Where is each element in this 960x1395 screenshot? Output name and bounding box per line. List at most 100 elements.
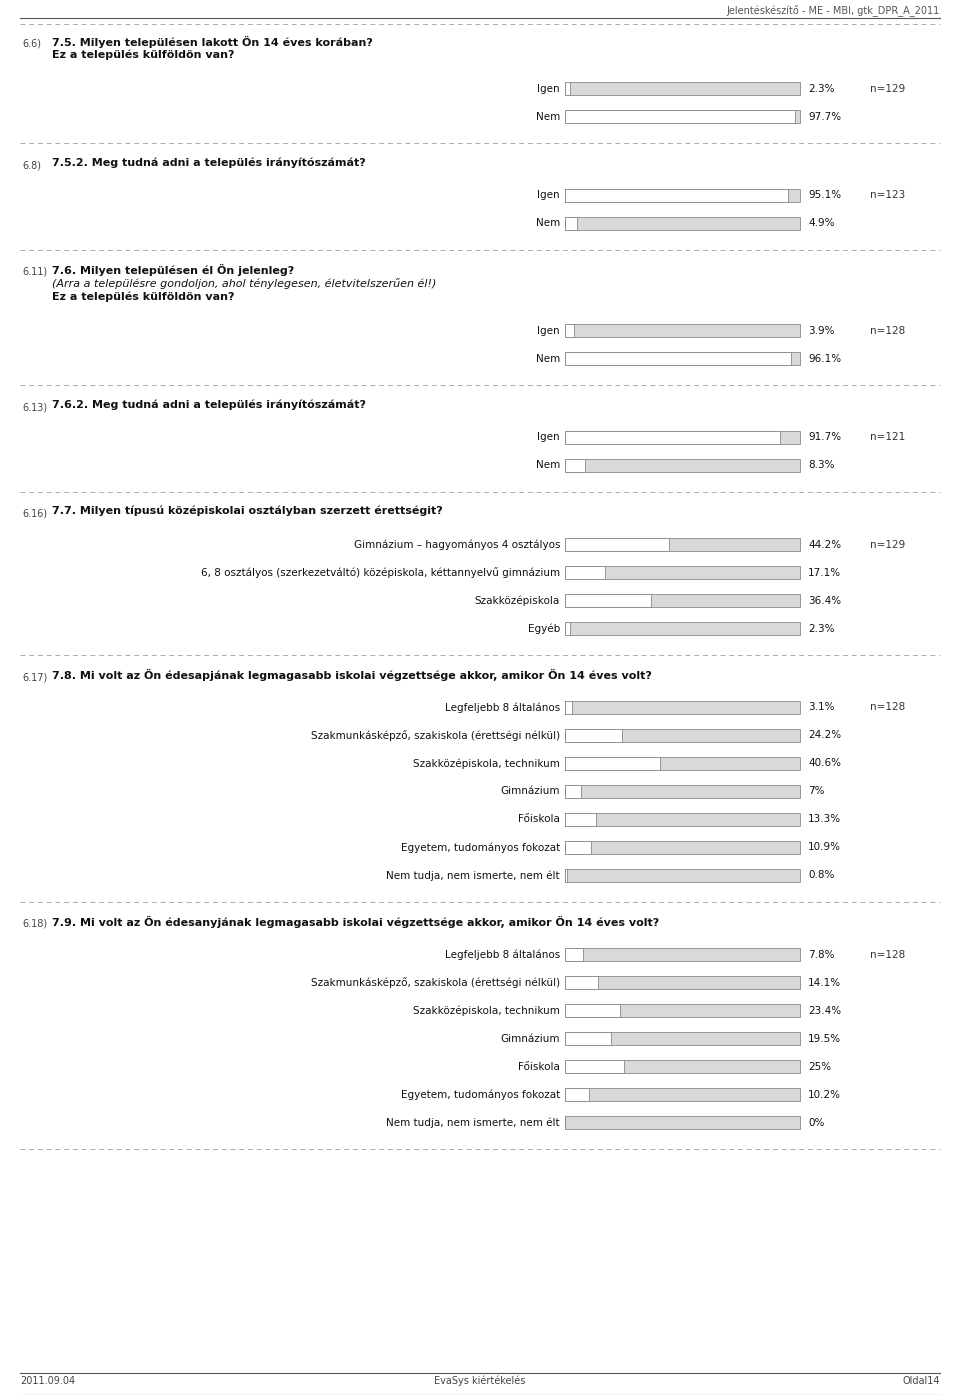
Text: 44.2%: 44.2% <box>808 540 841 550</box>
Bar <box>565 949 584 961</box>
Text: Nem: Nem <box>536 219 560 229</box>
Text: 6.17): 6.17) <box>22 672 47 682</box>
Text: 2.3%: 2.3% <box>808 84 834 93</box>
Bar <box>565 324 800 338</box>
Bar <box>565 976 800 989</box>
Bar <box>565 730 622 742</box>
Bar <box>565 1088 800 1101</box>
Text: 25%: 25% <box>808 1062 831 1071</box>
Text: 95.1%: 95.1% <box>808 191 841 201</box>
Bar <box>565 82 800 95</box>
Text: n=128: n=128 <box>870 325 905 336</box>
Bar <box>565 1004 620 1017</box>
Text: 2011.09.04: 2011.09.04 <box>20 1375 75 1387</box>
Text: 13.3%: 13.3% <box>808 815 841 824</box>
Text: Gimnázium: Gimnázium <box>500 787 560 797</box>
Bar <box>565 110 800 123</box>
Text: 10.2%: 10.2% <box>808 1089 841 1099</box>
Text: 6.18): 6.18) <box>22 919 47 929</box>
Bar <box>565 459 800 472</box>
Text: Ez a település külföldön van?: Ez a település külföldön van? <box>52 50 234 60</box>
Bar <box>565 976 598 989</box>
Text: 6.6): 6.6) <box>22 39 41 49</box>
Bar <box>565 1060 624 1073</box>
Bar <box>565 785 800 798</box>
Text: Szakmunkásképző, szakiskola (érettségi nélkül): Szakmunkásképző, szakiskola (érettségi n… <box>311 976 560 988</box>
Text: n=129: n=129 <box>870 84 905 93</box>
Bar <box>565 188 800 202</box>
Bar <box>565 949 800 961</box>
Bar <box>565 869 800 882</box>
Text: Nem: Nem <box>536 460 560 470</box>
Bar <box>565 324 574 338</box>
Text: 0.8%: 0.8% <box>808 870 834 880</box>
Bar <box>565 813 800 826</box>
Bar <box>565 188 788 202</box>
Text: Főiskola: Főiskola <box>518 815 560 824</box>
Text: Legfeljebb 8 általános: Legfeljebb 8 általános <box>444 949 560 960</box>
Text: 40.6%: 40.6% <box>808 759 841 769</box>
Bar <box>565 566 800 579</box>
Text: 3.1%: 3.1% <box>808 703 834 713</box>
Bar <box>565 702 800 714</box>
Bar <box>565 538 800 551</box>
Text: 3.9%: 3.9% <box>808 325 834 336</box>
Bar <box>565 1060 800 1073</box>
Bar <box>565 218 800 230</box>
Text: EvaSys kiértékelés: EvaSys kiértékelés <box>434 1375 526 1387</box>
Text: 24.2%: 24.2% <box>808 731 841 741</box>
Bar <box>565 730 800 742</box>
Text: 7.7. Milyen típusú középiskolai osztályban szerzett érettségit?: 7.7. Milyen típusú középiskolai osztályb… <box>52 506 443 516</box>
Bar <box>565 352 791 365</box>
Bar <box>565 594 651 607</box>
Text: Szakközépiskola, technikum: Szakközépiskola, technikum <box>413 759 560 769</box>
Text: 7.5.2. Meg tudná adni a település irányítószámát?: 7.5.2. Meg tudná adni a település irányí… <box>52 158 366 167</box>
Text: 7.9. Mi volt az Ön édesanyjának legmagasabb iskolai végzettsége akkor, amikor Ön: 7.9. Mi volt az Ön édesanyjának legmagas… <box>52 917 660 928</box>
Bar <box>565 785 582 798</box>
Text: n=129: n=129 <box>870 540 905 550</box>
Text: Egyetem, tudományos fokozat: Egyetem, tudományos fokozat <box>400 1089 560 1099</box>
Bar <box>565 82 570 95</box>
Bar <box>565 757 660 770</box>
Bar <box>565 459 585 472</box>
Text: 36.4%: 36.4% <box>808 596 841 605</box>
Bar <box>565 218 577 230</box>
Text: Igen: Igen <box>538 432 560 442</box>
Text: 97.7%: 97.7% <box>808 112 841 121</box>
Text: 6.8): 6.8) <box>22 160 41 170</box>
Bar <box>565 431 780 444</box>
Bar <box>565 1032 611 1045</box>
Text: Gimnázium: Gimnázium <box>500 1034 560 1043</box>
Text: Igen: Igen <box>538 84 560 93</box>
Text: 23.4%: 23.4% <box>808 1006 841 1016</box>
Text: 6.11): 6.11) <box>22 266 47 278</box>
Text: 96.1%: 96.1% <box>808 353 841 364</box>
Text: (Arra a településre gondoljon, ahol ténylegesen, életvitelszerűen él!): (Arra a településre gondoljon, ahol tény… <box>52 278 437 289</box>
Text: 7.8%: 7.8% <box>808 950 834 960</box>
Text: Nem: Nem <box>536 112 560 121</box>
Text: 10.9%: 10.9% <box>808 843 841 852</box>
Bar <box>565 622 570 635</box>
Text: Főiskola: Főiskola <box>518 1062 560 1071</box>
Bar <box>565 110 795 123</box>
Text: Szakközépiskola, technikum: Szakközépiskola, technikum <box>413 1006 560 1016</box>
Text: Jelentéskészítő - ME - MBI, gtk_DPR_A_2011: Jelentéskészítő - ME - MBI, gtk_DPR_A_20… <box>727 6 940 17</box>
Bar <box>565 841 590 854</box>
Text: 14.1%: 14.1% <box>808 978 841 988</box>
Bar <box>565 757 800 770</box>
Bar <box>565 702 572 714</box>
Bar <box>565 566 605 579</box>
Text: 6.16): 6.16) <box>22 509 47 519</box>
Text: 7.8. Mi volt az Ön édesapjának legmagasabb iskolai végzettsége akkor, amikor Ön : 7.8. Mi volt az Ön édesapjának legmagasa… <box>52 670 652 681</box>
Text: 2.3%: 2.3% <box>808 624 834 633</box>
Text: Nem tudja, nem ismerte, nem élt: Nem tudja, nem ismerte, nem élt <box>386 870 560 880</box>
Text: n=121: n=121 <box>870 432 905 442</box>
Text: 7.5. Milyen településen lakott Ön 14 éves korában?: 7.5. Milyen településen lakott Ön 14 éve… <box>52 36 372 47</box>
Bar <box>565 869 566 882</box>
Text: n=128: n=128 <box>870 703 905 713</box>
Text: Nem tudja, nem ismerte, nem élt: Nem tudja, nem ismerte, nem élt <box>386 1117 560 1127</box>
Text: 7.6.2. Meg tudná adni a település irányítószámát?: 7.6.2. Meg tudná adni a település irányí… <box>52 399 366 410</box>
Text: Igen: Igen <box>538 191 560 201</box>
Bar <box>565 1032 800 1045</box>
Bar <box>565 1116 800 1129</box>
